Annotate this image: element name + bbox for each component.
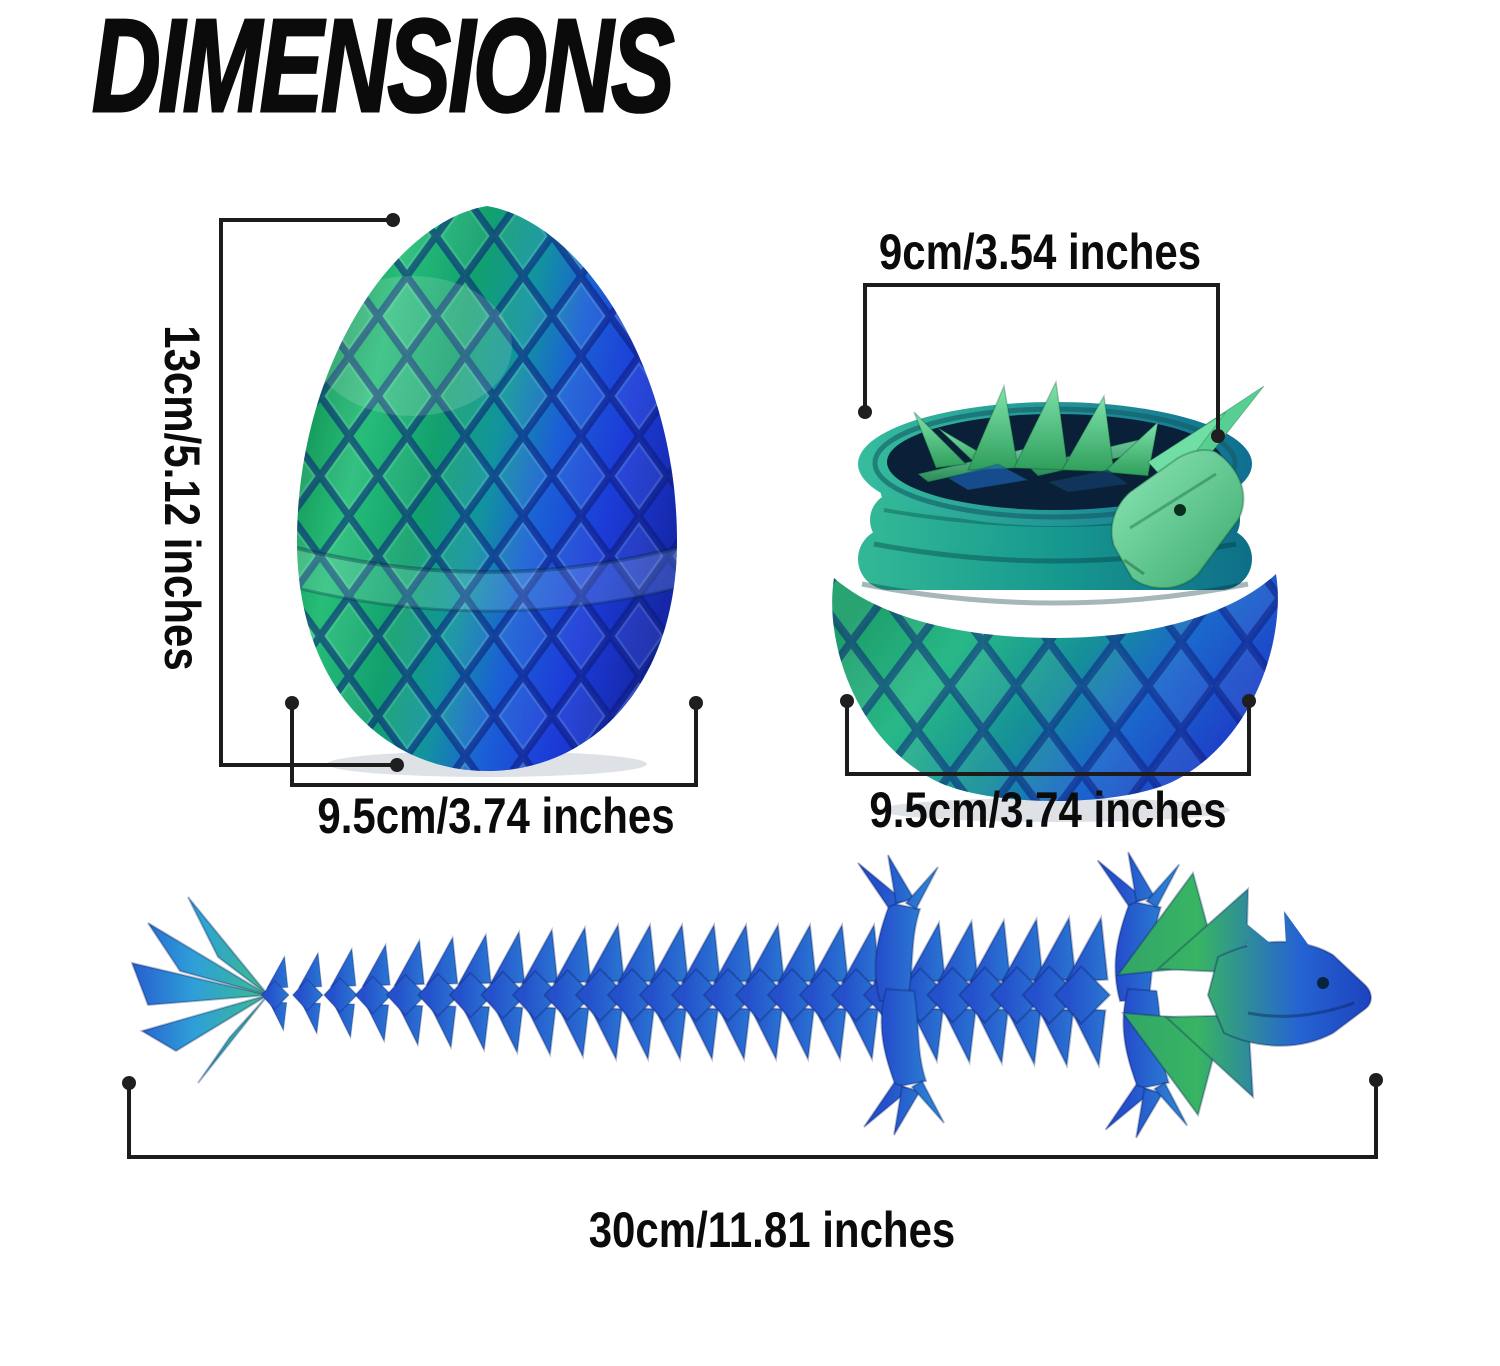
bracket-line — [290, 702, 294, 787]
bracket-line — [1247, 700, 1251, 776]
bracket-dot — [285, 696, 299, 710]
bracket-line — [863, 283, 1220, 287]
articulated-dragon-illustration — [130, 851, 1372, 1139]
bracket-dot — [840, 694, 854, 708]
folded-dragon-spikes — [913, 379, 1160, 493]
egg-highlight — [312, 276, 512, 416]
bracket-dot — [1369, 1073, 1383, 1087]
bracket-dot — [1211, 429, 1225, 443]
page-title: DIMENSIONS — [91, 0, 676, 141]
bracket-line — [127, 1082, 131, 1159]
bracket-line — [219, 763, 399, 767]
opening-width-label: 9cm/3.54 inches — [878, 224, 1202, 280]
bracket-line — [845, 700, 849, 776]
bracket-dot — [689, 696, 703, 710]
open-egg-illustration — [832, 379, 1278, 822]
bracket-line — [219, 218, 395, 222]
egg-seam-band — [297, 548, 677, 611]
dragon-head-eye — [1317, 977, 1329, 989]
bracket-line — [863, 283, 867, 413]
bracket-dot — [858, 405, 872, 419]
dragon-head — [1206, 911, 1372, 1047]
egg-seam-line-lower — [297, 586, 677, 613]
dragon-eye — [1174, 504, 1186, 516]
egg-height-label: 13cm/5.12 inches — [154, 325, 210, 671]
bracket-line — [694, 702, 698, 787]
dragon-tail-fan — [130, 896, 269, 1084]
open-egg-width-label: 9.5cm/3.74 inches — [869, 782, 1227, 838]
bracket-line — [127, 1155, 1378, 1159]
dragon-egg-illustration — [297, 206, 677, 777]
bracket-line — [290, 783, 698, 787]
egg-width-label: 9.5cm/3.74 inches — [317, 788, 675, 844]
bracket-line — [1216, 283, 1220, 437]
dragon-length-label: 30cm/11.81 inches — [588, 1202, 956, 1258]
bracket-dot — [390, 758, 404, 772]
dragon-head-peeking — [1110, 385, 1265, 590]
open-egg-shadow — [880, 798, 1230, 822]
egg-scales — [297, 206, 677, 771]
bracket-line — [845, 772, 1251, 776]
bracket-dot — [386, 213, 400, 227]
bracket-dot — [122, 1076, 136, 1090]
dragon-spine-segments — [260, 916, 1111, 1067]
egg-seam-line — [297, 546, 677, 574]
dragon-neck-fins — [1115, 870, 1255, 1118]
bracket-line — [219, 218, 223, 767]
bracket-line — [1374, 1079, 1378, 1159]
bracket-dot — [1242, 694, 1256, 708]
